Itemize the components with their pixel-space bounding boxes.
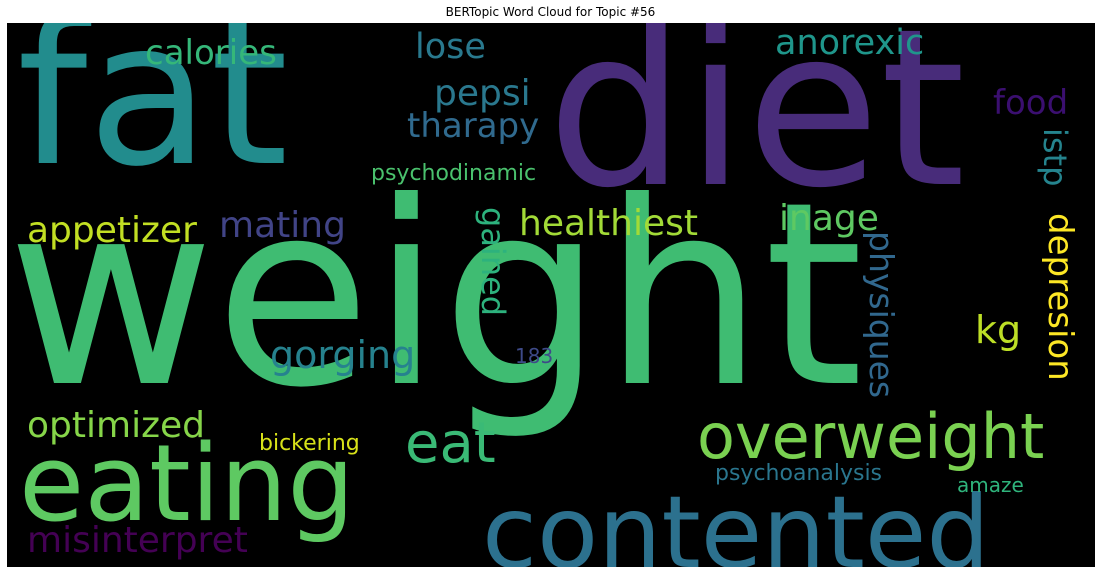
word-overweight: overweight [697, 400, 1045, 473]
word-misinterpret: misinterpret [27, 520, 248, 561]
word-amaze: amaze [957, 473, 1024, 497]
word-diet: diet [547, 23, 966, 236]
word-fat: fat [17, 23, 289, 211]
word-lose: lose [415, 27, 486, 67]
word-weight: weight [7, 147, 864, 443]
word-healthiest: healthiest [519, 203, 698, 244]
word-bickering: bickering [259, 431, 360, 456]
word-tharapy: tharapy [407, 106, 540, 146]
word-gorging: gorging [270, 333, 416, 377]
word-pepsi: pepsi [434, 73, 531, 114]
word-kg: kg [975, 308, 1022, 352]
word-food: food [993, 83, 1069, 123]
word-eat: eat [405, 411, 496, 476]
word-183: 183 [515, 344, 554, 368]
word-anorexic: anorexic [775, 23, 925, 63]
word-istp: istp [1036, 128, 1074, 187]
word-optimized: optimized [27, 405, 205, 446]
word-inage: inage [779, 198, 879, 239]
chart-title: BERTopic Word Cloud for Topic #56 [445, 5, 656, 19]
word-appetizer: appetizer [27, 210, 197, 251]
word-mating: mating [219, 205, 346, 246]
word-contented: contented [482, 474, 990, 568]
word-gained: gained [474, 207, 512, 317]
word-psychoanalysis: psychoanalysis [715, 461, 883, 486]
word-cloud: diet fat weight contented eating overwei… [7, 23, 1095, 567]
word-depresion: depresion [1040, 213, 1080, 381]
word-psychodinamic: psychodinamic [371, 161, 537, 186]
word-calories: calories [145, 33, 277, 73]
word-eating: eating [19, 422, 355, 545]
word-physiques: physiques [862, 231, 901, 399]
